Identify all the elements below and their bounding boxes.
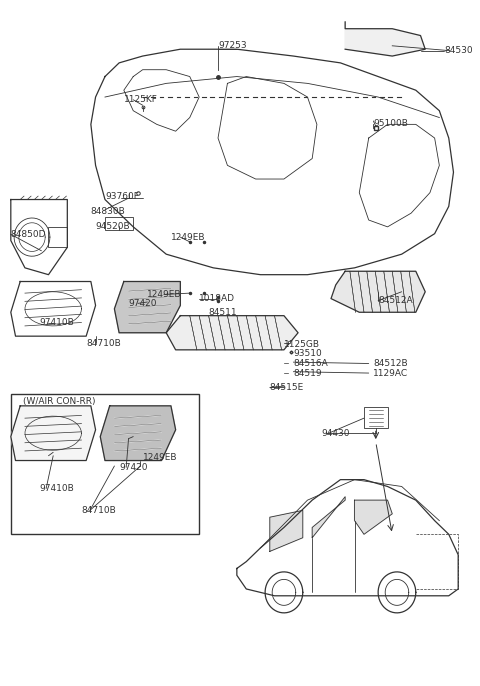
Text: 97410B: 97410B bbox=[39, 318, 74, 327]
Text: 84850D: 84850D bbox=[11, 230, 46, 239]
Polygon shape bbox=[331, 271, 425, 312]
Text: 95100B: 95100B bbox=[373, 119, 408, 128]
Text: 93760F: 93760F bbox=[105, 191, 139, 200]
Polygon shape bbox=[11, 406, 96, 460]
Text: 1249EB: 1249EB bbox=[147, 290, 182, 299]
Text: (W/AIR CON-RR): (W/AIR CON-RR) bbox=[23, 397, 95, 405]
Bar bbox=[105, 217, 133, 230]
Text: 1129AC: 1129AC bbox=[373, 368, 408, 377]
Polygon shape bbox=[355, 500, 392, 534]
Text: 1249EB: 1249EB bbox=[143, 453, 177, 462]
Bar bbox=[48, 227, 67, 248]
Text: 84530: 84530 bbox=[444, 46, 473, 55]
Text: 1249EB: 1249EB bbox=[171, 233, 205, 241]
Polygon shape bbox=[100, 406, 176, 460]
FancyBboxPatch shape bbox=[11, 394, 199, 534]
Text: 84511: 84511 bbox=[209, 308, 237, 317]
Text: 97420: 97420 bbox=[129, 299, 157, 308]
Text: 94430: 94430 bbox=[322, 429, 350, 438]
Text: 97410B: 97410B bbox=[39, 484, 74, 493]
Text: 84515E: 84515E bbox=[270, 383, 304, 392]
Text: 1125GB: 1125GB bbox=[284, 340, 320, 349]
Text: 94520B: 94520B bbox=[96, 222, 130, 230]
Polygon shape bbox=[312, 497, 345, 538]
Text: 84512B: 84512B bbox=[373, 359, 408, 368]
Text: 84516A: 84516A bbox=[293, 359, 328, 368]
Text: 84830B: 84830B bbox=[91, 207, 126, 216]
Bar bbox=[364, 407, 387, 428]
Text: 84710B: 84710B bbox=[82, 506, 116, 515]
Text: 97420: 97420 bbox=[119, 463, 148, 472]
Text: 84710B: 84710B bbox=[86, 338, 121, 348]
Polygon shape bbox=[114, 281, 180, 333]
Text: 97253: 97253 bbox=[218, 41, 247, 50]
Text: 84512A: 84512A bbox=[378, 296, 413, 305]
Polygon shape bbox=[345, 22, 425, 56]
Polygon shape bbox=[166, 316, 298, 350]
Text: 93510: 93510 bbox=[293, 349, 322, 358]
Polygon shape bbox=[270, 510, 303, 552]
Text: 1018AD: 1018AD bbox=[199, 294, 235, 303]
Text: 84519: 84519 bbox=[293, 368, 322, 377]
Text: 1125KF: 1125KF bbox=[124, 95, 158, 104]
